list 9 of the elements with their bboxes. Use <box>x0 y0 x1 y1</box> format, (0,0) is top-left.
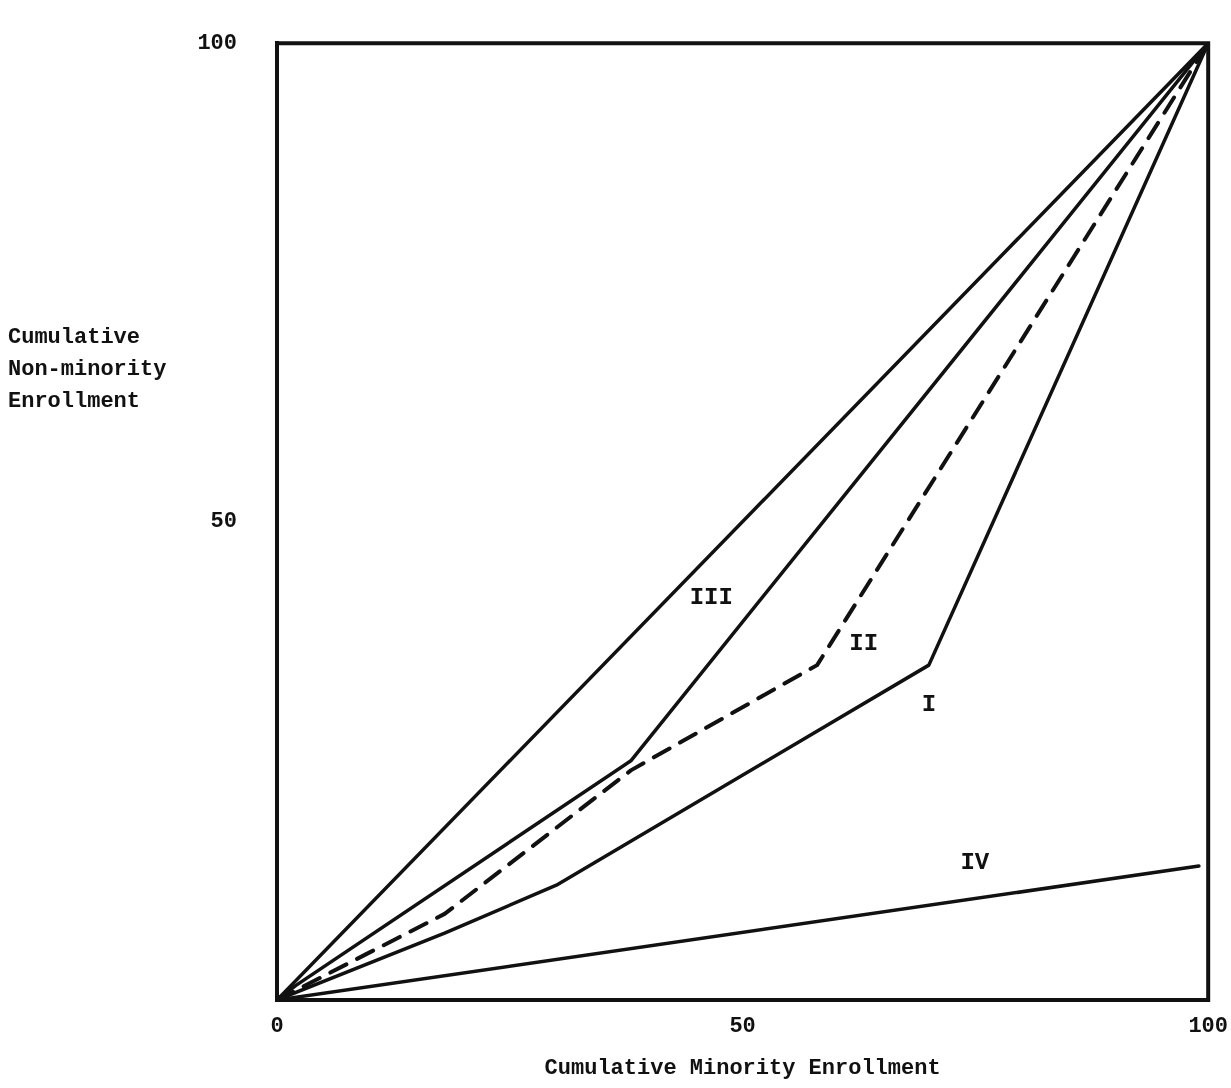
series-label: IV <box>960 848 990 876</box>
x-tick-label: 100 <box>1188 1013 1228 1039</box>
series-label: II <box>849 629 879 657</box>
x-axis-title: Cumulative Minority Enrollment <box>544 1055 941 1081</box>
series-label: I <box>921 691 937 719</box>
series-label: III <box>689 583 733 611</box>
x-tick-label: 0 <box>270 1013 284 1039</box>
y-axis-title: Cumulative Non-minority Enrollment <box>8 324 167 414</box>
x-tick-label: 50 <box>729 1013 756 1039</box>
